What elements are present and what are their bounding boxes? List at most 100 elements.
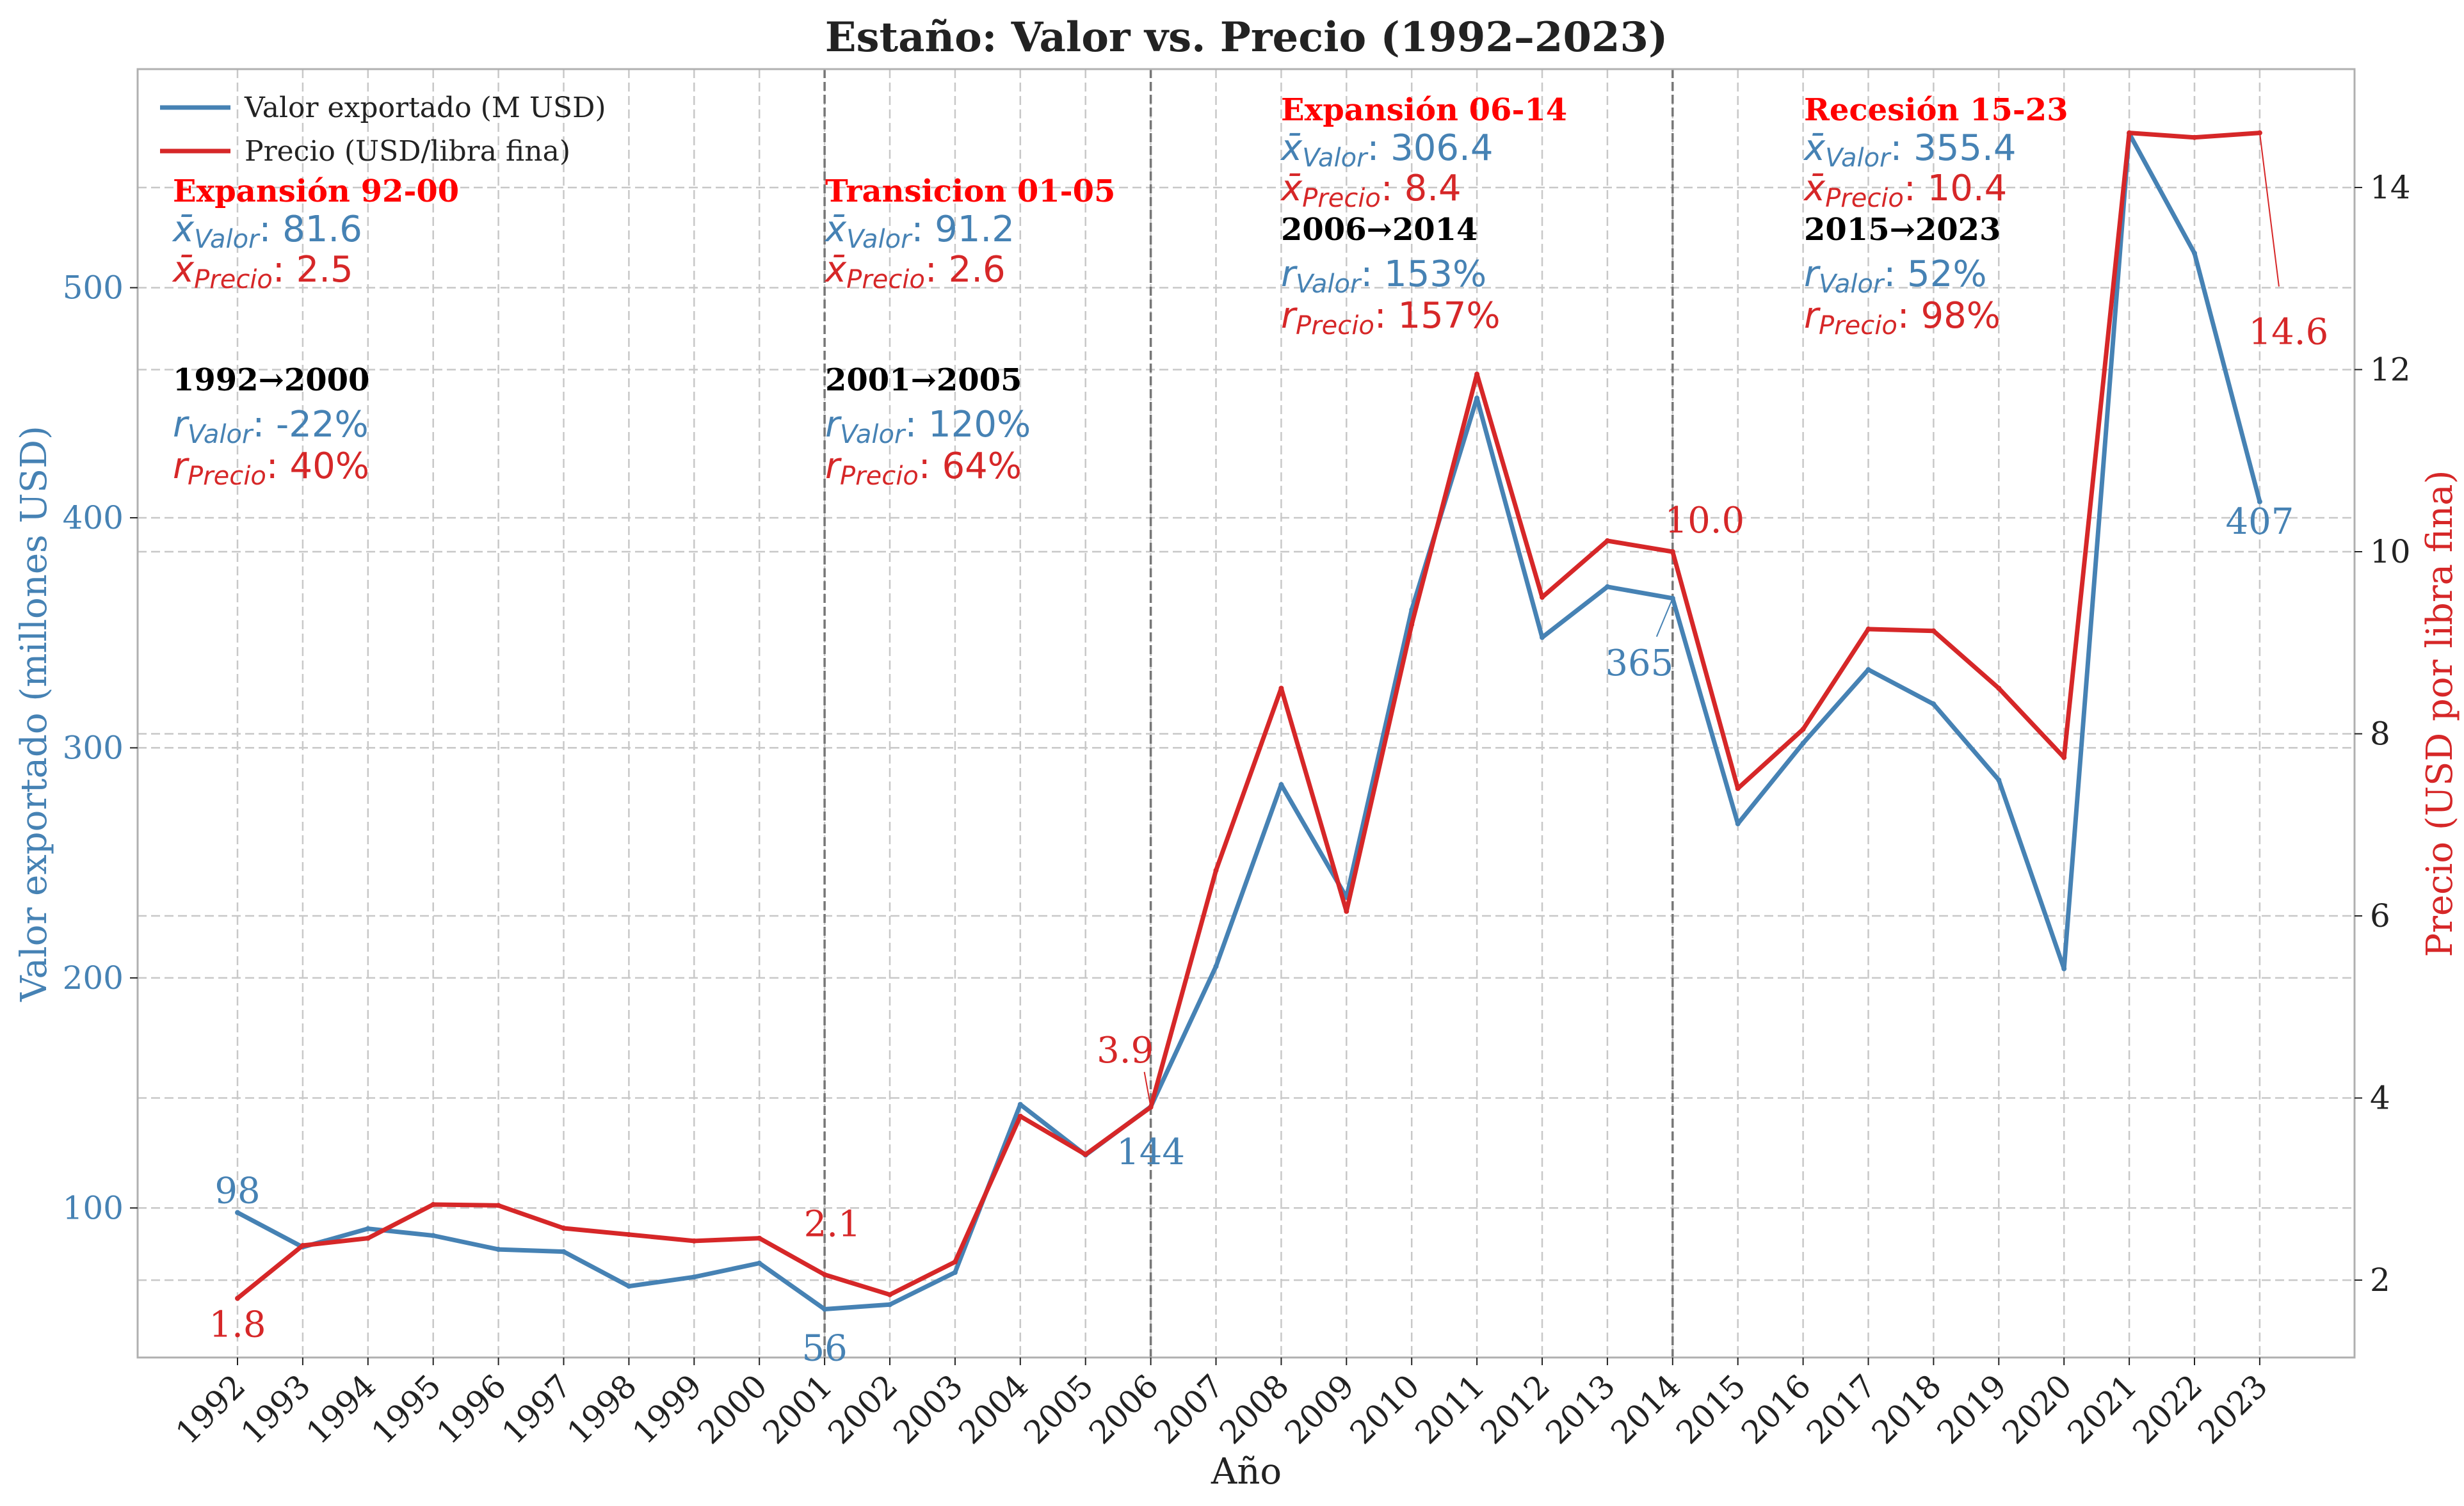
point-precio [952,1259,958,1265]
point-precio [1931,628,1937,634]
period-mean-precio: x̄Precio: 2.6 [824,249,1006,294]
x-tick-label: 1994 [299,1367,383,1451]
point-value-label: 407 [2225,501,2294,543]
series-line-valor [235,131,2262,1311]
point-precio [1017,1114,1023,1119]
point-valor [1735,821,1741,827]
series-layer [235,130,2262,1312]
x-tick-label: 2004 [951,1367,1035,1451]
y-left-tick-label: 400 [63,499,124,536]
point-label-leader [1655,598,1673,637]
point-precio [1670,549,1675,554]
point-valor [1800,741,1806,746]
period-mean-valor: x̄Valor: 91.2 [824,209,1015,254]
y-right-tick-label: 14 [2370,169,2411,206]
point-precio [1735,785,1741,791]
y-right-tick-label: 6 [2370,897,2390,934]
period-title: Transicion 01-05 [825,173,1115,209]
point-precio [2127,130,2132,136]
period-title: Recesión 15-23 [1804,92,2068,128]
point-valor [561,1249,567,1254]
point-valor [495,1247,501,1253]
point-valor [1865,667,1871,673]
period-mean-precio: x̄Precio: 10.4 [1803,168,2007,213]
point-precio [822,1272,828,1278]
period-mean-precio: x̄Precio: 2.5 [172,249,353,294]
point-valor [626,1283,632,1289]
x-tick-label: 2014 [1604,1367,1687,1451]
period-annotation: Transicion 01-05x̄Valor: 91.2x̄Precio: 2… [824,173,1115,491]
point-valor [2061,966,2067,972]
point-value-label: 144 [1116,1132,1185,1173]
period-range: 2006→2014 [1281,212,1478,248]
point-precio [1865,626,1871,632]
point-valor [1213,963,1219,969]
y-axis-left-label: Valor exportado (millones USD) [13,426,55,1002]
x-tick-label: 2009 [1278,1367,1362,1451]
y-left-tick-label: 200 [63,959,124,997]
x-tick-label: 2019 [1930,1367,2014,1451]
period-growth-valor: rValor: 52% [1804,253,1987,299]
legend-label-precio: Precio (USD/libra fina) [245,135,570,168]
period-growth-precio: rPrecio: 98% [1804,295,2001,340]
point-precio [1800,726,1806,732]
point-value-label: 3.9 [1097,1030,1154,1071]
point-precio [757,1235,762,1241]
y-right-tick-label: 8 [2370,716,2390,753]
point-value-label: 10.0 [1664,500,1744,541]
x-tick-label: 2016 [1734,1367,1818,1451]
point-value-label: 56 [801,1328,847,1370]
point-valor [887,1302,892,1308]
legend-label-valor: Valor exportado (M USD) [244,92,606,124]
point-valor [1996,777,2002,783]
period-annotation: Expansión 06-14x̄Valor: 306.4x̄Precio: 8… [1280,92,1567,340]
point-valor [235,1210,240,1215]
point-value-label: 14.6 [2249,312,2329,353]
period-title: Expansión 92-00 [173,173,459,209]
x-tick-label: 2012 [1473,1367,1557,1451]
x-tick-label: 2003 [886,1367,970,1451]
point-valor [1540,634,1545,640]
point-label-leader [1143,1071,1152,1107]
x-tick-label: 1999 [625,1367,709,1451]
point-precio [1409,621,1415,627]
point-valor [365,1226,371,1231]
y-left-tick-label: 300 [63,729,124,766]
x-tick-label: 2001 [756,1367,840,1451]
period-range: 2001→2005 [825,362,1022,398]
period-growth-valor: rValor: 153% [1281,253,1486,299]
x-tick-label: 1995 [364,1367,448,1451]
point-valor [1474,396,1480,401]
point-valor [1278,781,1284,787]
x-axis-label: Año [1211,1451,1282,1493]
chart-title: Estaño: Valor vs. Precio (1992–2023) [825,13,1668,61]
period-mean-valor: x̄Valor: 81.6 [172,209,362,254]
point-precio [626,1231,632,1237]
grid-layer [138,69,2355,1358]
x-tick-label: 2020 [1995,1367,2079,1451]
x-tick-label: 2015 [1669,1367,1753,1451]
point-label-leader [2259,132,2280,287]
x-tick-label: 2007 [1147,1367,1231,1451]
point-value-label: 98 [214,1171,260,1212]
y-right-tick-label: 2 [2370,1262,2390,1299]
period-divider-layer [823,69,1674,1358]
point-precio [1213,867,1219,873]
x-tick-label: 2008 [1212,1367,1296,1451]
period-growth-valor: rValor: 120% [825,404,1031,449]
point-label-layer: 98 56 144 365 407 1.8 2.1 3.9 10.0 14.6 [209,132,2329,1370]
point-precio [1996,685,2002,691]
point-precio [1540,595,1545,600]
y-axis-right-label: Precio (USD por libra fina) [2419,470,2461,957]
x-tick-label: 1997 [495,1367,579,1451]
period-mean-valor: x̄Valor: 306.4 [1280,127,1493,173]
period-annotation: Expansión 92-00x̄Valor: 81.6x̄Precio: 2.… [172,173,459,491]
x-tick-label: 2000 [691,1367,775,1451]
x-tick-label: 2018 [1865,1367,1949,1451]
period-annotation-layer: Expansión 92-00x̄Valor: 81.6x̄Precio: 2.… [172,92,2068,491]
x-tick-label: 2005 [1017,1367,1100,1451]
point-precio [1344,908,1349,914]
point-precio [495,1203,501,1208]
x-tick-label: 1996 [430,1367,513,1451]
point-valor [430,1233,436,1238]
